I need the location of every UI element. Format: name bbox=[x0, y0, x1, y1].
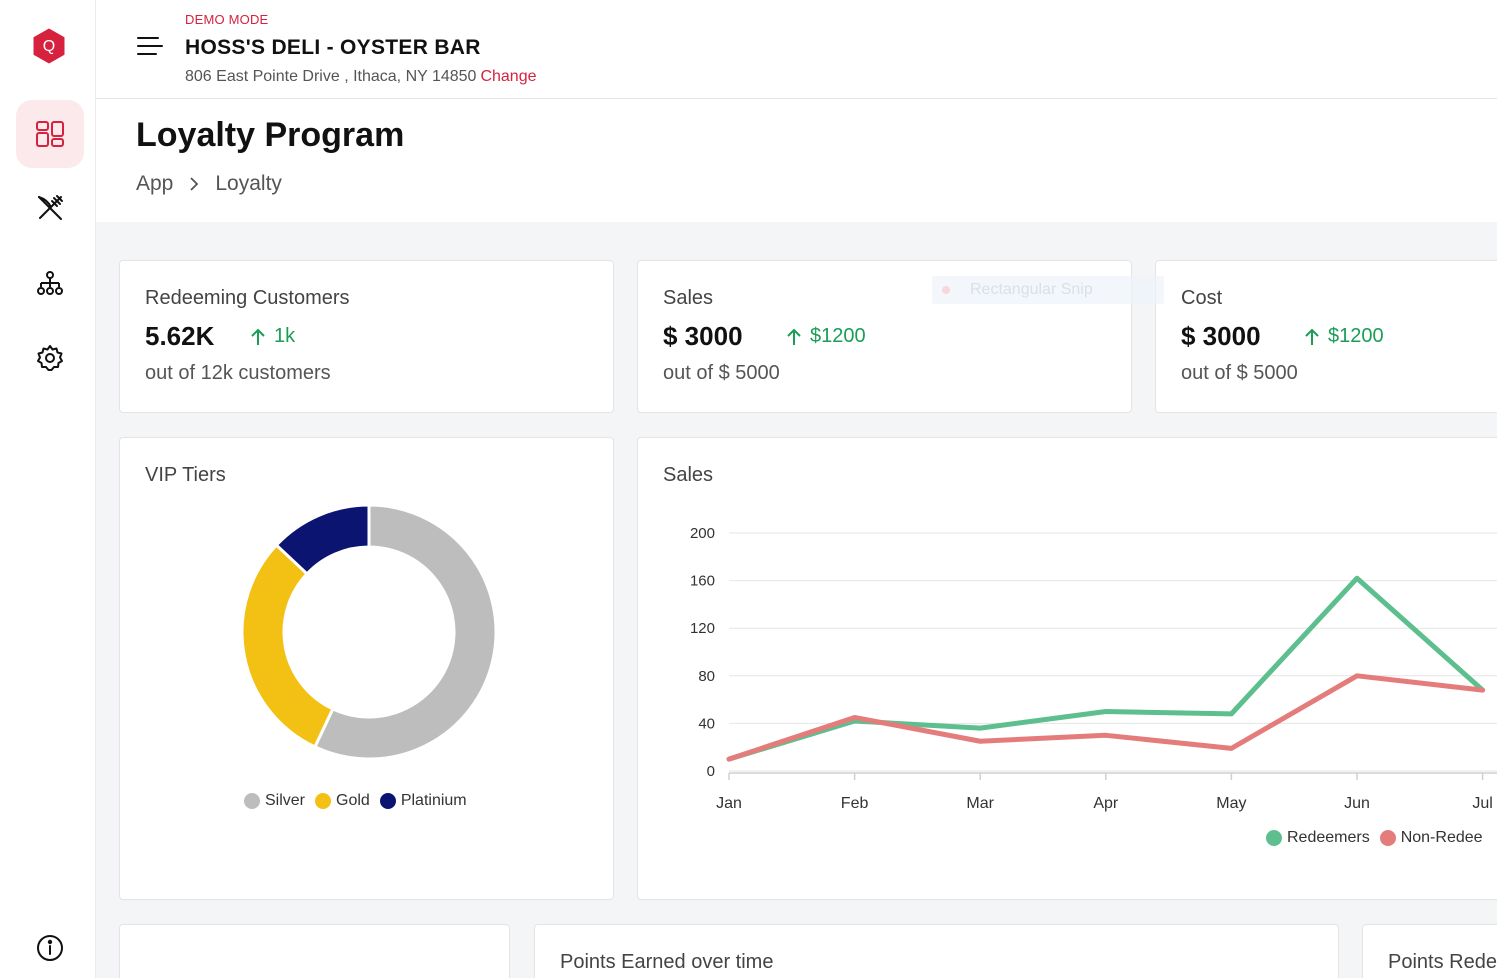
donut-slice-platinium[interactable] bbox=[274, 503, 371, 576]
demo-mode-label: DEMO MODE bbox=[185, 12, 269, 27]
points-redeemed-card: Points Rede bbox=[1362, 924, 1497, 978]
stat-value: $ 3000 bbox=[1181, 321, 1261, 351]
legend-dot bbox=[1379, 830, 1396, 846]
vip-tiers-card: VIP Tiers Silver Gold Platinium bbox=[119, 437, 614, 900]
card-title: VIP Tiers bbox=[145, 464, 226, 486]
y-tick-label: 120 bbox=[690, 620, 715, 637]
stat-subtext: out of $ 5000 bbox=[1181, 362, 1298, 384]
stat-delta: 1k bbox=[250, 325, 295, 348]
y-tick-label: 160 bbox=[690, 573, 715, 590]
stat-value: 5.62K bbox=[145, 321, 215, 351]
hierarchy-icon bbox=[37, 271, 63, 295]
info-icon bbox=[37, 935, 63, 961]
sales-line-chart: 0 40 80 120 160 200 Jan Feb Mar Apr May Jun Jul bbox=[690, 525, 1497, 812]
sidebar-item-org[interactable] bbox=[16, 250, 84, 318]
hamburger-menu-icon[interactable] bbox=[136, 34, 164, 58]
legend-item-1[interactable]: Non-Redee bbox=[1379, 829, 1483, 847]
stat-delta: $1200 bbox=[786, 325, 866, 348]
x-tick-label: May bbox=[1216, 795, 1246, 812]
page-title: Loyalty Program bbox=[136, 116, 405, 154]
dashboard-icon bbox=[36, 121, 64, 147]
sidebar-item-menu[interactable] bbox=[16, 174, 84, 242]
stat-subtext: out of 12k customers bbox=[145, 362, 331, 384]
vip-donut-chart bbox=[240, 503, 498, 761]
legend-item-platinium[interactable]: Platinium bbox=[379, 792, 467, 810]
address-text: 806 East Pointe Drive , Ithaca, NY 14850 bbox=[185, 68, 477, 85]
breadcrumb: App Loyalty bbox=[136, 172, 282, 196]
stat-card-redeeming: Redeeming Customers 5.62K 1k out of 12k … bbox=[119, 260, 614, 413]
legend-item-gold[interactable]: Gold bbox=[315, 792, 370, 810]
legend-dot bbox=[244, 793, 260, 809]
sidebar: Q bbox=[0, 0, 96, 978]
sidebar-item-dashboard[interactable] bbox=[16, 100, 84, 168]
stat-title: Cost bbox=[1181, 287, 1223, 309]
sales-legend: Redeemers Non-Redee bbox=[1266, 829, 1493, 847]
legend-dot bbox=[315, 793, 332, 809]
legend-dot bbox=[1266, 830, 1282, 846]
y-tick-label: 40 bbox=[698, 715, 715, 732]
store-name: HOSS'S DELI - OYSTER BAR bbox=[185, 36, 481, 59]
donut-slice-gold[interactable] bbox=[240, 542, 335, 749]
legend-dot bbox=[379, 793, 396, 809]
y-tick-label: 200 bbox=[690, 525, 715, 542]
legend-label: Silver bbox=[265, 792, 306, 809]
stat-delta-value: $1200 bbox=[1328, 325, 1384, 347]
utensils-icon bbox=[38, 195, 63, 220]
sidebar-item-info[interactable] bbox=[16, 914, 84, 978]
x-tick-label: Jun bbox=[1344, 795, 1370, 812]
breadcrumb-app[interactable]: App bbox=[136, 172, 174, 195]
app-logo[interactable]: Q bbox=[33, 28, 65, 64]
legend-item-silver[interactable]: Silver bbox=[244, 792, 305, 810]
card-title: Points Earned over time bbox=[560, 951, 774, 973]
series-line-0[interactable] bbox=[726, 575, 1486, 762]
rectangular-snip-overlay: Rectangular Snip bbox=[932, 276, 1164, 304]
bottom-card-1 bbox=[119, 924, 510, 978]
arrow-up-icon bbox=[787, 328, 801, 345]
svg-text:Q: Q bbox=[43, 38, 55, 55]
stat-value: $ 3000 bbox=[663, 321, 743, 351]
sidebar-item-settings[interactable] bbox=[16, 324, 84, 392]
card-title: Points Rede bbox=[1388, 951, 1497, 973]
points-earned-card: Points Earned over time bbox=[534, 924, 1339, 978]
y-tick-label: 80 bbox=[698, 668, 715, 685]
vip-legend: Silver Gold Platinium bbox=[244, 792, 477, 810]
top-header: DEMO MODE HOSS'S DELI - OYSTER BAR 806 E… bbox=[96, 0, 1497, 99]
card-title: Sales bbox=[663, 464, 714, 486]
stat-title: Sales bbox=[663, 287, 714, 309]
x-tick-label: Jul bbox=[1472, 795, 1492, 812]
legend-label: Gold bbox=[336, 792, 370, 809]
legend-item-0[interactable]: Redeemers bbox=[1266, 829, 1370, 847]
x-tick-label: Feb bbox=[841, 795, 869, 812]
breadcrumb-loyalty: Loyalty bbox=[215, 172, 282, 195]
arrow-up-icon bbox=[1305, 328, 1319, 345]
arrow-up-icon bbox=[251, 328, 265, 345]
stat-subtext: out of $ 5000 bbox=[663, 362, 780, 384]
series-line-1[interactable] bbox=[726, 673, 1486, 762]
x-tick-label: Mar bbox=[966, 795, 994, 812]
stat-delta: $1200 bbox=[1304, 325, 1384, 348]
x-tick-label: Jan bbox=[716, 795, 742, 812]
legend-label: Non-Redee bbox=[1400, 829, 1483, 846]
donut-slice-silver[interactable] bbox=[312, 503, 498, 761]
sales-chart-card: Sales 0 40 80 120 160 200 Jan Feb Mar Apr May Jun Ju… bbox=[637, 437, 1497, 900]
stat-delta-value: 1k bbox=[274, 325, 296, 347]
change-store-link[interactable]: Change bbox=[480, 68, 537, 85]
legend-label: Redeemers bbox=[1287, 829, 1370, 846]
stat-delta-value: $1200 bbox=[810, 325, 866, 347]
legend-label: Platinium bbox=[400, 792, 467, 809]
chevron-right-icon bbox=[190, 177, 199, 191]
y-tick-label: 0 bbox=[707, 763, 715, 780]
stat-title: Redeeming Customers bbox=[145, 287, 350, 309]
store-address: 806 East Pointe Drive , Ithaca, NY 14850… bbox=[185, 68, 536, 86]
gear-icon bbox=[37, 345, 63, 371]
x-tick-label: Apr bbox=[1093, 795, 1119, 812]
stat-card-cost: Cost $ 3000 $1200 out of $ 5000 bbox=[1155, 260, 1497, 413]
